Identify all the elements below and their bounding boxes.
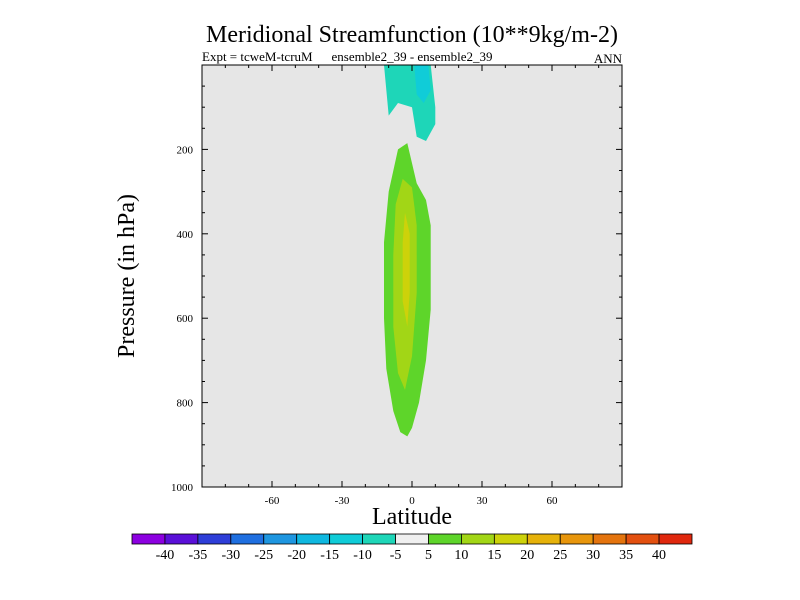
contour-regions — [384, 65, 436, 437]
x-tick-label: 0 — [409, 495, 415, 507]
colorbar-swatch — [493, 533, 528, 545]
x-tick-label: -30 — [335, 495, 350, 507]
x-axis-label: Latitude — [372, 504, 452, 530]
colorbar-label: -30 — [221, 548, 240, 563]
colorbar-swatch — [296, 533, 331, 545]
colorbar-label: 30 — [586, 548, 600, 563]
colorbar-swatch — [230, 533, 265, 545]
colorbar-swatch — [559, 533, 594, 545]
colorbar-label: -10 — [353, 548, 372, 563]
colorbar-swatch — [362, 533, 396, 545]
colorbar-label: 10 — [454, 548, 468, 563]
colorbar-label: 40 — [652, 548, 666, 563]
colorbar-swatch — [625, 533, 660, 545]
colorbar-swatch — [395, 533, 429, 545]
x-axis-ticks: -60 -30 0 30 60 — [224, 65, 600, 507]
plot-area: -60 -30 0 30 60 200 400 600 800 1000 — [171, 64, 623, 507]
colorbar-swatch — [197, 533, 232, 545]
y-tick-label: 800 — [177, 398, 194, 410]
colorbar-label: -25 — [254, 548, 273, 563]
subtitle-left: Expt = tcweM-tcruM — [202, 49, 313, 64]
colorbar-swatch — [526, 533, 561, 545]
colorbar-label: 25 — [553, 548, 567, 563]
colorbar-label: -5 — [390, 548, 402, 563]
colorbar-swatch — [592, 533, 627, 545]
contour-region-negative-core-upper — [414, 65, 431, 103]
colorbar-label: -40 — [156, 548, 175, 563]
colorbar-swatch — [658, 533, 693, 545]
colorbar-swatch — [329, 533, 363, 545]
colorbar-swatch — [164, 533, 199, 545]
colorbar-label: -15 — [320, 548, 339, 563]
y-tick-label: 200 — [177, 144, 194, 156]
subtitle-center: ensemble2_39 - ensemble2_39 — [331, 49, 492, 64]
colorbar-label: -20 — [287, 548, 306, 563]
colorbar-swatch — [428, 533, 462, 545]
colorbar-swatch — [263, 533, 298, 545]
contour-region-positive-cell-core — [402, 212, 410, 327]
colorbar-label: 20 — [520, 548, 534, 563]
colorbar-label: 35 — [619, 548, 633, 563]
x-tick-label: 60 — [547, 495, 559, 507]
colorbar-label: 5 — [425, 548, 432, 563]
chart-title: Meridional Streamfunction (10**9kg/m-2) — [206, 22, 618, 48]
subtitle-right: ANN — [594, 51, 623, 66]
x-tick-label: -60 — [265, 495, 280, 507]
y-tick-label: 600 — [177, 313, 194, 325]
y-tick-label: 1000 — [171, 482, 194, 494]
y-axis-ticks: 200 400 600 800 1000 — [171, 85, 622, 494]
colorbar-swatch — [131, 533, 166, 545]
colorbar-swatch — [461, 533, 495, 545]
colorbar: -40 -35 -30 -25 -20 -15 -10 -5 5 10 15 20 25 30 35 40 — [131, 533, 693, 563]
colorbar-label: -35 — [189, 548, 208, 563]
y-axis-label: Pressure (in hPa) — [114, 194, 140, 358]
colorbar-label: 15 — [487, 548, 501, 563]
y-tick-label: 400 — [177, 229, 194, 241]
x-tick-label: 30 — [477, 495, 489, 507]
